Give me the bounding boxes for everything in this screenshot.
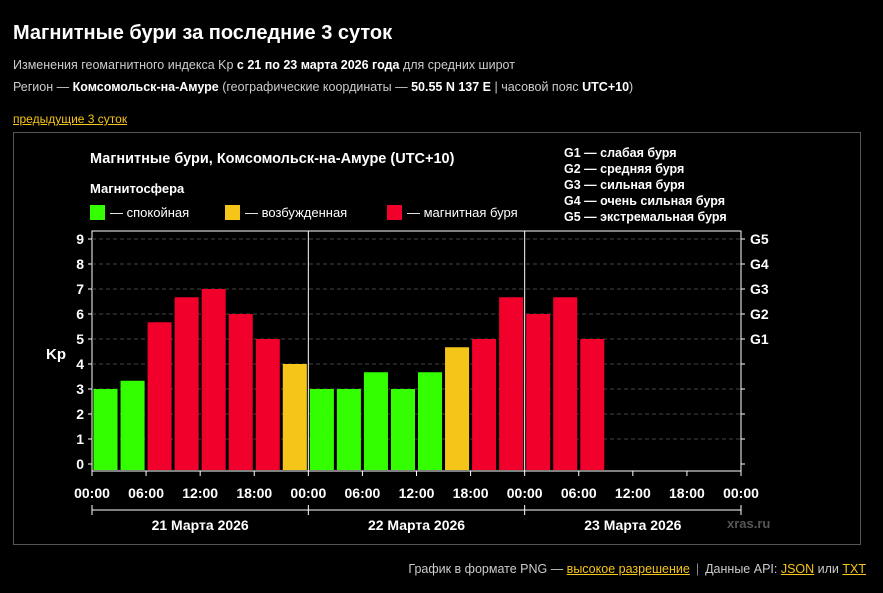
- kp-bar-4: [201, 289, 226, 470]
- kp-bar-15: [499, 297, 524, 470]
- legend-swatch-1: [225, 205, 240, 220]
- chart-container: Магнитные бури, Комсомольск-на-Амуре (UT…: [13, 132, 861, 545]
- y-tick-label-7: 7: [76, 281, 84, 297]
- footer: График в формате PNG — высокое разрешени…: [408, 562, 866, 576]
- x-tick-label-10: 12:00: [615, 485, 651, 501]
- x-tick-label-0: 00:00: [74, 485, 110, 501]
- day-label-0: 21 Марта 2026: [152, 517, 249, 533]
- x-tick-label-12: 00:00: [723, 485, 759, 501]
- kp-bar-17: [553, 297, 578, 470]
- kp-bar-9: [336, 389, 361, 470]
- kp-bar-2: [147, 322, 172, 470]
- day-label-2: 23 Марта 2026: [584, 517, 681, 533]
- x-tick-label-2: 12:00: [182, 485, 218, 501]
- kp-bar-12: [418, 372, 443, 470]
- y-tick-label-5: 5: [76, 331, 84, 347]
- page-title: Магнитные бури за последние 3 суток: [13, 22, 393, 44]
- sub2-post: ): [629, 80, 634, 94]
- storm-scale-3: G3 — сильная буря: [564, 178, 685, 192]
- kp-bar-14: [472, 339, 497, 470]
- x-tick-label-9: 06:00: [561, 485, 597, 501]
- legend-label-0: — спокойная: [110, 205, 189, 220]
- kp-bar-10: [363, 372, 388, 470]
- date-range: с 21 по 23 марта 2026 года: [236, 58, 400, 72]
- storm-scale-1: G1 — слабая буря: [564, 146, 677, 160]
- storm-scale-2: G2 — средняя буря: [564, 162, 684, 176]
- kp-bar-1: [120, 380, 145, 470]
- g-label-G2: G2: [750, 306, 769, 322]
- sub1-pre: Изменения геомагнитного индекса Kp: [13, 58, 237, 72]
- y-tick-label-1: 1: [76, 431, 84, 447]
- x-tick-label-11: 18:00: [669, 485, 705, 501]
- g-label-G4: G4: [750, 256, 769, 272]
- x-tick-label-3: 18:00: [236, 485, 272, 501]
- api-text: Данные API:: [705, 562, 781, 576]
- or-text: или: [814, 562, 843, 576]
- timezone: UTC+10: [582, 80, 630, 94]
- kp-bar-6: [255, 339, 280, 470]
- kp-chart: Магнитные бури, Комсомольск-на-Амуре (UT…: [46, 146, 770, 533]
- legend-label-1: — возбужденная: [245, 205, 347, 220]
- region-description: Регион — Комсомольск-на-Амуре (географич…: [13, 80, 633, 94]
- y-tick-label-0: 0: [76, 456, 84, 472]
- chart-title: Магнитные бури, Комсомольск-на-Амуре (UT…: [90, 151, 455, 167]
- y-tick-label-2: 2: [76, 406, 84, 422]
- x-tick-label-4: 00:00: [290, 485, 326, 501]
- txt-link[interactable]: TXT: [842, 562, 866, 576]
- y-tick-label-6: 6: [76, 306, 84, 322]
- g-label-G1: G1: [750, 331, 769, 347]
- legend-title: Магнитосфера: [90, 181, 185, 196]
- x-tick-label-6: 12:00: [399, 485, 435, 501]
- kp-bar-16: [526, 314, 551, 470]
- kp-bar-11: [390, 389, 415, 470]
- g-label-G3: G3: [750, 281, 769, 297]
- y-tick-label-3: 3: [76, 381, 84, 397]
- period-description: Изменения геомагнитного индекса Kp с 21 …: [13, 58, 515, 72]
- kp-bar-8: [309, 389, 334, 470]
- sub2-mid2: | часовой пояс: [491, 80, 583, 94]
- coordinates: 50.55 N 137 E: [411, 80, 492, 94]
- day-label-1: 22 Марта 2026: [368, 517, 465, 533]
- x-tick-label-1: 06:00: [128, 485, 164, 501]
- footer-separator: |: [695, 562, 700, 576]
- previous-3-days-link[interactable]: предыдущие 3 суток: [13, 112, 128, 126]
- y-tick-label-8: 8: [76, 256, 84, 272]
- sub1-post: для средних широт: [399, 58, 515, 72]
- x-tick-label-5: 06:00: [345, 485, 381, 501]
- png-text: График в формате PNG —: [408, 562, 567, 576]
- y-axis-label: Kp: [46, 346, 66, 363]
- x-tick-label-8: 00:00: [507, 485, 543, 501]
- legend-swatch-2: [387, 205, 402, 220]
- high-res-link[interactable]: высокое разрешение: [566, 562, 690, 576]
- y-tick-label-4: 4: [76, 356, 84, 372]
- kp-bar-5: [228, 314, 253, 470]
- storm-scale-5: G5 — экстремальная буря: [564, 210, 727, 224]
- kp-bar-13: [445, 347, 470, 470]
- region-name: Комсомольск-на-Амуре: [72, 80, 219, 94]
- x-tick-label-7: 18:00: [453, 485, 489, 501]
- kp-bar-3: [174, 297, 199, 470]
- y-tick-label-9: 9: [76, 231, 84, 247]
- json-link[interactable]: JSON: [780, 562, 815, 576]
- watermark: xras.ru: [727, 516, 770, 531]
- kp-bar-0: [93, 389, 118, 470]
- legend-label-2: — магнитная буря: [407, 205, 518, 220]
- sub2-pre: Регион —: [13, 80, 73, 94]
- storm-scale-4: G4 — очень сильная буря: [564, 194, 725, 208]
- g-label-G5: G5: [750, 231, 769, 247]
- legend-swatch-0: [90, 205, 105, 220]
- kp-bar-7: [282, 364, 307, 470]
- sub2-mid: (географические координаты —: [218, 80, 412, 94]
- kp-bar-18: [580, 339, 605, 470]
